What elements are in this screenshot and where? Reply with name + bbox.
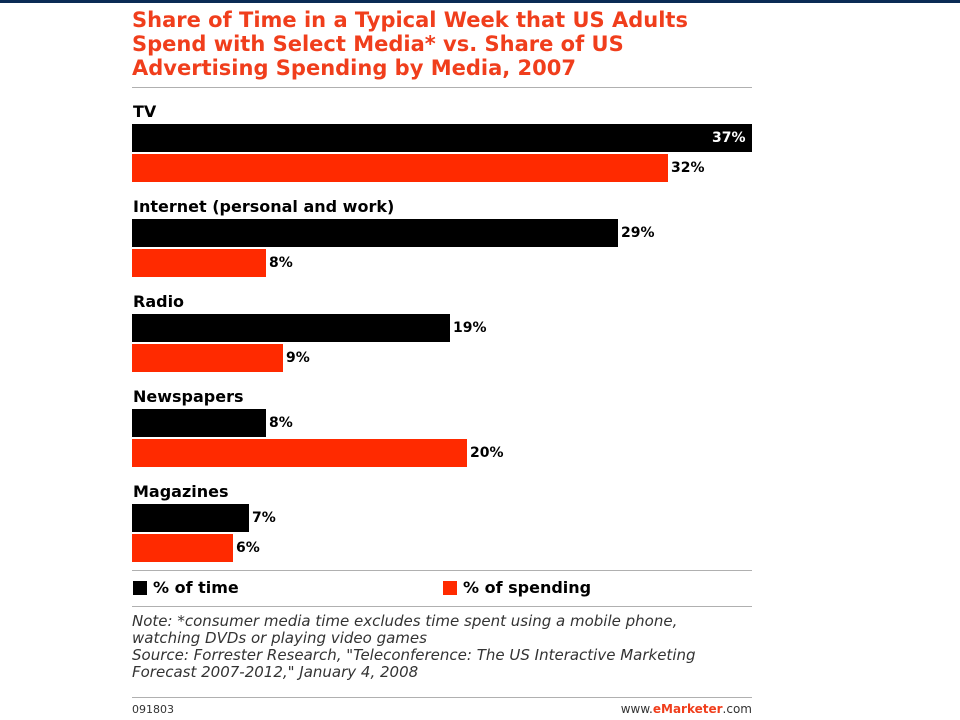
bar-time-tv — [132, 124, 752, 152]
legend-label-time: % of time — [153, 578, 239, 597]
category-label-tv: TV — [133, 102, 157, 121]
chart-note: Note: *consumer media time excludes time… — [132, 613, 772, 681]
bar-spending-magazines — [132, 534, 233, 562]
value-label-spending-newspapers: 20% — [470, 445, 504, 461]
title-divider — [132, 87, 752, 88]
value-label-spending-radio: 9% — [286, 350, 310, 366]
value-label-spending-tv: 32% — [671, 160, 705, 176]
value-label-time-tv: 37% — [712, 130, 746, 146]
brand-suffix: .com — [722, 702, 752, 716]
bar-spending-internet — [132, 249, 266, 277]
chart-title: Share of Time in a Typical Week that US … — [132, 8, 688, 80]
category-label-radio: Radio — [133, 292, 185, 311]
bar-spending-radio — [132, 344, 283, 372]
top-rule — [0, 0, 960, 3]
source-line-1: Source: Forrester Research, "Teleconfere… — [132, 646, 696, 664]
legend-swatch-time — [133, 581, 147, 595]
value-label-time-internet: 29% — [621, 225, 655, 241]
bar-spending-tv — [132, 154, 668, 182]
brand-prefix: www. — [620, 702, 653, 716]
category-label-newspapers: Newspapers — [133, 387, 244, 406]
footer-divider — [132, 697, 752, 698]
value-label-time-magazines: 7% — [252, 510, 276, 526]
note-line-2: watching DVDs or playing video games — [132, 629, 427, 647]
bar-time-radio — [132, 314, 450, 342]
bar-time-newspapers — [132, 409, 266, 437]
chart-id: 091803 — [132, 703, 174, 716]
bar-time-magazines — [132, 504, 249, 532]
bar-spending-newspapers — [132, 439, 467, 467]
value-label-time-radio: 19% — [453, 320, 487, 336]
bar-time-internet — [132, 219, 618, 247]
legend-swatch-spending — [443, 581, 457, 595]
value-label-time-newspapers: 8% — [269, 415, 293, 431]
source-line-2: Forecast 2007-2012," January 4, 2008 — [132, 663, 419, 681]
category-label-internet: Internet (personal and work) — [133, 197, 395, 216]
category-label-magazines: Magazines — [133, 482, 229, 501]
value-label-spending-magazines: 6% — [236, 540, 260, 556]
legend-divider — [132, 570, 752, 571]
note-divider — [132, 606, 752, 607]
note-line-1: Note: *consumer media time excludes time… — [132, 612, 678, 630]
value-label-spending-internet: 8% — [269, 255, 293, 271]
emarketer-logo: www.eMarketer.com — [592, 702, 752, 716]
legend-label-spending: % of spending — [463, 578, 592, 597]
brand-mark: eMarketer — [652, 702, 723, 716]
